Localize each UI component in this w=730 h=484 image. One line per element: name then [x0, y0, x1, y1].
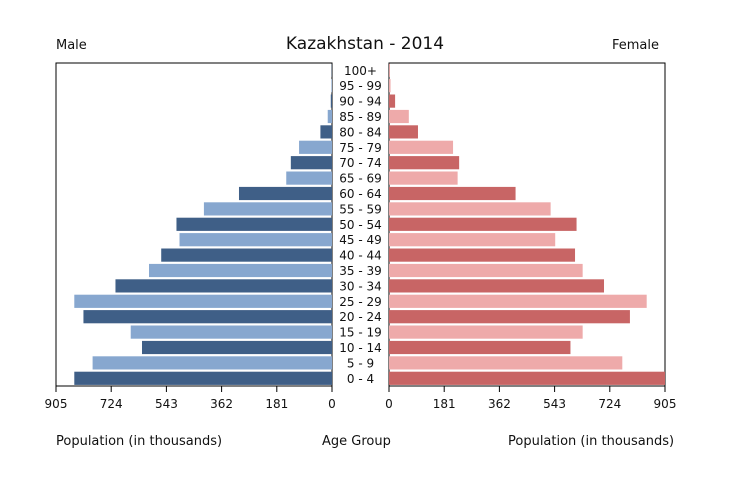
- age-group-label: 45 - 49: [339, 233, 382, 247]
- age-group-label: 15 - 19: [339, 326, 382, 340]
- chart-title: Kazakhstan - 2014: [285, 34, 445, 54]
- female-bar: [389, 202, 551, 216]
- female-bar: [389, 217, 577, 231]
- age-group-label: 40 - 44: [339, 249, 382, 263]
- age-group-label: 65 - 69: [339, 172, 382, 186]
- female-bar: [389, 140, 454, 154]
- male-x-tick-label: 181: [265, 397, 288, 411]
- female-bar: [389, 63, 390, 77]
- male-bar: [320, 125, 332, 139]
- age-group-label: 25 - 29: [339, 295, 382, 309]
- male-bar: [161, 248, 332, 262]
- x-axis-label-left: Population (in thousands): [56, 434, 223, 449]
- male-bar: [149, 263, 332, 278]
- male-bar: [286, 171, 332, 185]
- female-bar: [389, 263, 583, 278]
- male-bar: [299, 140, 332, 154]
- female-x-tick-label: 905: [654, 397, 677, 411]
- male-bar: [130, 325, 332, 339]
- age-group-label: 95 - 99: [339, 79, 382, 93]
- female-bar: [389, 233, 556, 247]
- male-bar: [142, 340, 332, 355]
- male-bar: [176, 217, 332, 231]
- age-group-label: 85 - 89: [339, 110, 382, 124]
- age-group-label: 80 - 84: [339, 125, 382, 139]
- female-bar: [389, 294, 647, 308]
- female-bar: [389, 325, 583, 339]
- age-group-label: 60 - 64: [339, 187, 382, 201]
- female-bar: [389, 248, 576, 262]
- female-bar: [389, 310, 630, 324]
- male-x-tick-label: 0: [328, 397, 336, 411]
- male-side-label: Male: [56, 38, 87, 53]
- male-bar: [330, 94, 332, 108]
- age-group-label: 90 - 94: [339, 95, 382, 109]
- female-x-tick-label: 362: [488, 397, 511, 411]
- female-bar: [389, 109, 409, 124]
- female-bar: [389, 340, 571, 355]
- male-bar: [92, 356, 333, 370]
- female-x-tick-label: 724: [598, 397, 621, 411]
- age-group-label: 100+: [344, 64, 377, 78]
- female-bar: [389, 186, 516, 201]
- male-x-tick-label: 724: [100, 397, 123, 411]
- male-x-tick-label: 905: [45, 397, 68, 411]
- female-bar: [389, 371, 665, 385]
- female-bar: [389, 125, 418, 139]
- age-group-label: 10 - 14: [339, 341, 382, 355]
- female-x-tick-label: 181: [433, 397, 456, 411]
- female-bar: [389, 94, 396, 108]
- age-group-label: 75 - 79: [339, 141, 382, 155]
- age-group-label: 0 - 4: [347, 372, 374, 386]
- female-bar: [389, 156, 460, 170]
- female-bar: [389, 171, 458, 185]
- female-bar: [389, 79, 391, 93]
- age-group-label: 70 - 74: [339, 156, 382, 170]
- age-group-label: 30 - 34: [339, 279, 382, 293]
- age-group-label: 55 - 59: [339, 202, 382, 216]
- age-group-label: 20 - 24: [339, 310, 382, 324]
- male-x-tick-label: 362: [210, 397, 233, 411]
- male-bar: [203, 202, 332, 216]
- male-bar: [115, 279, 333, 293]
- female-bar: [389, 356, 623, 370]
- female-bar: [389, 279, 605, 293]
- male-bar: [290, 156, 332, 170]
- age-group-axis-label: Age Group: [322, 434, 391, 449]
- age-group-label: 5 - 9: [347, 356, 374, 370]
- female-side-label: Female: [612, 38, 660, 53]
- age-group-label: 50 - 54: [339, 218, 382, 232]
- age-group-label: 35 - 39: [339, 264, 382, 278]
- male-bar: [331, 79, 332, 93]
- x-axis-label-right: Population (in thousands): [508, 434, 675, 449]
- male-bar: [238, 186, 332, 201]
- male-bar: [179, 233, 332, 247]
- male-bar: [74, 371, 332, 385]
- male-bar: [327, 109, 332, 124]
- female-x-tick-label: 0: [385, 397, 393, 411]
- female-x-tick-label: 543: [543, 397, 566, 411]
- male-bar: [74, 294, 332, 308]
- male-bar: [83, 310, 333, 324]
- male-x-tick-label: 543: [155, 397, 178, 411]
